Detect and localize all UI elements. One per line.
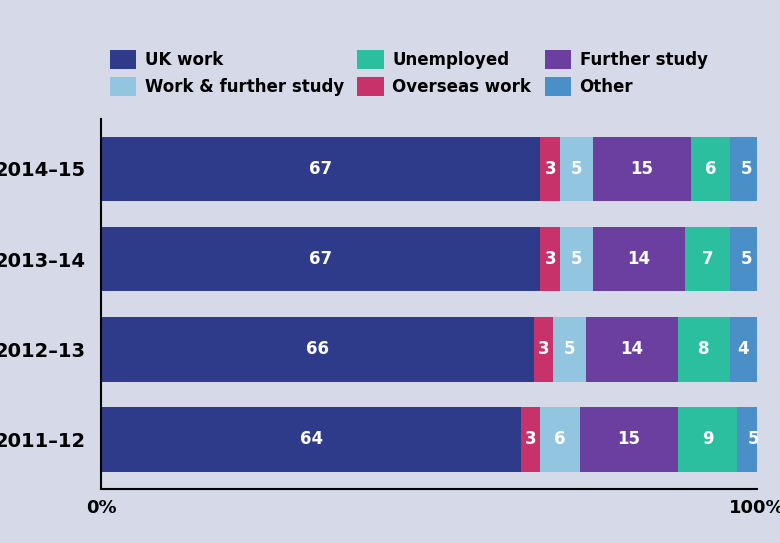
Bar — [737, 407, 770, 471]
Text: 67: 67 — [310, 250, 332, 268]
Bar — [730, 226, 763, 292]
Bar — [593, 137, 691, 201]
Bar — [691, 137, 730, 201]
Bar — [560, 226, 593, 292]
Text: 6: 6 — [555, 430, 565, 448]
Text: 5: 5 — [747, 430, 759, 448]
Text: 7: 7 — [702, 250, 713, 268]
Bar — [541, 137, 560, 201]
Bar — [593, 226, 685, 292]
Text: 15: 15 — [617, 430, 640, 448]
Bar — [678, 317, 730, 382]
Text: 64: 64 — [300, 430, 323, 448]
Bar — [541, 407, 580, 471]
Text: 5: 5 — [571, 160, 582, 178]
Bar — [678, 407, 737, 471]
Text: 3: 3 — [544, 160, 556, 178]
Text: 9: 9 — [702, 430, 713, 448]
Bar — [541, 226, 560, 292]
Text: 5: 5 — [571, 250, 582, 268]
Bar — [685, 226, 730, 292]
Text: 5: 5 — [564, 340, 576, 358]
Text: 15: 15 — [630, 160, 654, 178]
Bar — [521, 407, 541, 471]
Text: 8: 8 — [698, 340, 710, 358]
Text: 3: 3 — [538, 340, 549, 358]
Bar — [101, 317, 534, 382]
Text: 4: 4 — [738, 340, 750, 358]
Text: 3: 3 — [525, 430, 537, 448]
Bar — [730, 317, 757, 382]
Text: 5: 5 — [741, 250, 753, 268]
Text: 3: 3 — [544, 250, 556, 268]
Bar — [101, 407, 521, 471]
Bar — [534, 317, 554, 382]
Bar — [101, 226, 541, 292]
Bar — [580, 407, 678, 471]
Text: 14: 14 — [621, 340, 643, 358]
Bar — [101, 137, 541, 201]
Text: 66: 66 — [306, 340, 329, 358]
Bar — [560, 137, 593, 201]
Text: 14: 14 — [627, 250, 651, 268]
Legend: UK work, Work & further study, Unemployed, Overseas work, Further study, Other: UK work, Work & further study, Unemploye… — [110, 49, 707, 96]
Text: 5: 5 — [741, 160, 753, 178]
Bar — [587, 317, 678, 382]
Bar — [554, 317, 587, 382]
Bar — [730, 137, 763, 201]
Text: 6: 6 — [705, 160, 717, 178]
Text: 67: 67 — [310, 160, 332, 178]
